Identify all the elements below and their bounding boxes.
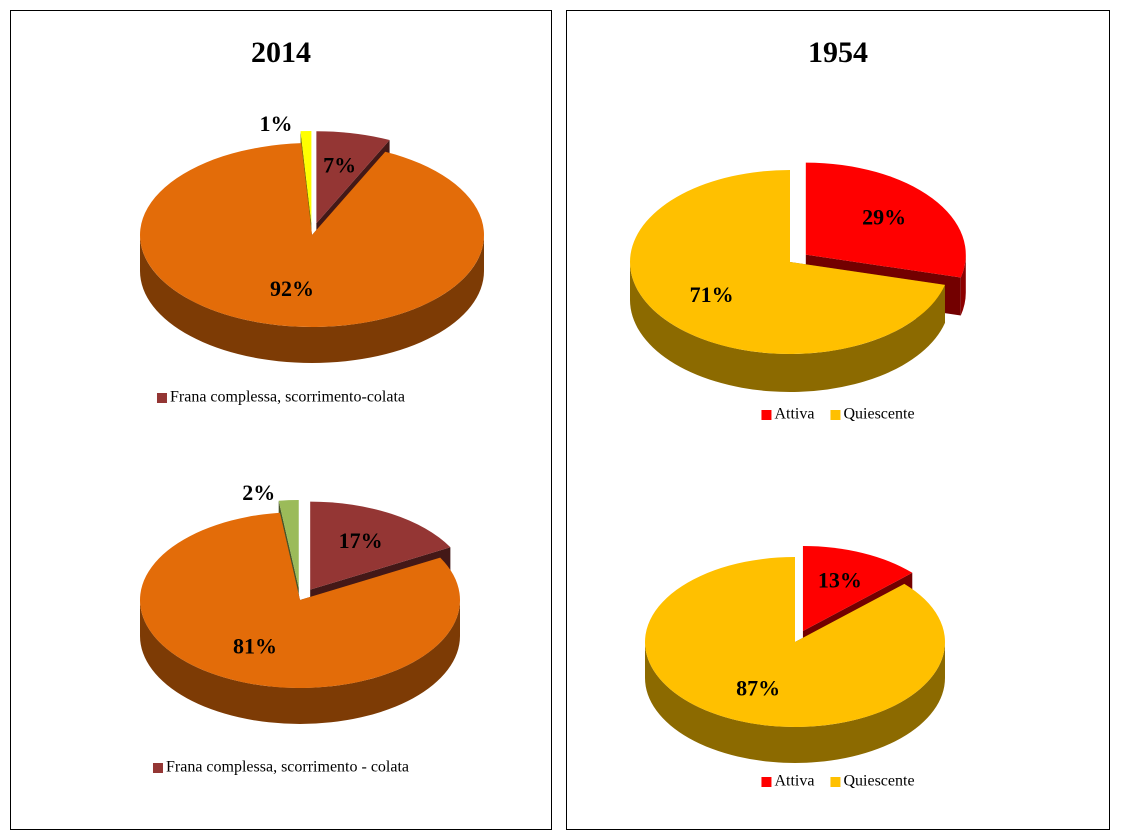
legend-swatch (830, 410, 841, 420)
slice (802, 545, 913, 631)
chart-title: 2014 (251, 36, 311, 69)
legend-swatch (156, 393, 167, 403)
legend-label: Quiescente (843, 773, 914, 790)
slice (645, 557, 946, 727)
slice (300, 131, 312, 224)
data-label: 1% (259, 111, 292, 136)
slice (805, 162, 966, 278)
panel-right (566, 10, 1110, 830)
legend-label: Attiva (774, 406, 814, 423)
slice-side (140, 600, 460, 724)
data-label: 81% (233, 634, 277, 659)
legend-swatch (761, 777, 772, 787)
legend-label: Frana complessa, scorrimento-colata (170, 389, 405, 406)
slice-side (140, 235, 484, 363)
legend: Frana complessa, scorrimento - colata (152, 759, 409, 776)
slice (140, 512, 461, 688)
data-label: 92% (270, 276, 314, 301)
slice-side (645, 642, 945, 763)
data-label: 17% (339, 528, 383, 553)
legend-swatch (761, 410, 772, 420)
data-label: 13% (818, 568, 862, 593)
legend-swatch (830, 777, 841, 787)
legend: Frana complessa, scorrimento-colata (156, 389, 405, 406)
slice (630, 170, 945, 354)
legend-label: Quiescente (843, 406, 914, 423)
data-label: 2% (242, 480, 275, 505)
slice-side (630, 262, 945, 393)
data-label: 7% (323, 153, 356, 178)
slice-side (960, 254, 966, 316)
slice (278, 500, 299, 589)
legend-swatch (152, 763, 163, 773)
legend: Attiva Quiescente (761, 773, 915, 790)
panel-left (10, 10, 552, 830)
data-label: 71% (690, 282, 734, 307)
data-label: 29% (862, 205, 906, 230)
slice (316, 131, 390, 224)
legend-label: Frana complessa, scorrimento - colata (166, 759, 409, 776)
data-label: 87% (736, 675, 780, 700)
slice (310, 501, 451, 590)
legend: Attiva Quiescente (761, 406, 915, 423)
slice (140, 143, 484, 327)
chart-title: 1954 (808, 36, 868, 69)
legend-label: Attiva (774, 773, 814, 790)
